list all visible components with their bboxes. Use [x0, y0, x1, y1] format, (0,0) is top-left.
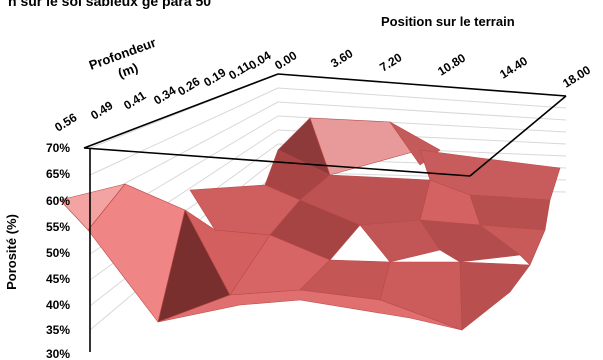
z-tick: 45% — [46, 272, 70, 286]
z-axis-title: Porosité (%) — [4, 214, 19, 290]
z-tick: 65% — [46, 167, 70, 181]
z-tick: 70% — [46, 141, 70, 155]
z-tick: 55% — [46, 220, 70, 234]
y-axis-title-line2: (m) — [116, 60, 140, 81]
x-tick: 14.40 — [497, 54, 530, 82]
axis-frame — [83, 73, 567, 352]
y-axis-title: Profondeur (m) — [87, 35, 158, 81]
y-tick: 0.26 — [175, 74, 203, 98]
z-tick: 30% — [46, 347, 70, 360]
z-tick: 50% — [46, 246, 70, 260]
x-tick: 7.20 — [377, 50, 405, 74]
x-tick: 18.00 — [560, 63, 593, 91]
y-tick: 0.56 — [52, 110, 80, 134]
z-tick: 60% — [46, 194, 70, 208]
y-tick: 0.19 — [201, 65, 229, 89]
x-tick: 0.00 — [272, 48, 300, 72]
chart-title: n sur le sol sableux ge para 50 — [8, 0, 211, 9]
x-tick: 10.80 — [435, 51, 468, 79]
x-tick: 3.60 — [328, 46, 356, 70]
z-tick: 40% — [46, 298, 70, 312]
x-axis-ticks: 0.00 3.60 7.20 10.80 14.40 18.00 — [272, 46, 593, 90]
x-axis-title: Position sur le terrain — [381, 14, 515, 29]
y-tick: 0.49 — [88, 98, 116, 122]
surface — [59, 117, 561, 331]
y-tick: 0.41 — [121, 88, 149, 112]
z-axis-ticks: 70% 65% 60% 55% 50% 45% 40% 35% 30% — [46, 141, 70, 360]
z-tick: 35% — [46, 323, 70, 337]
